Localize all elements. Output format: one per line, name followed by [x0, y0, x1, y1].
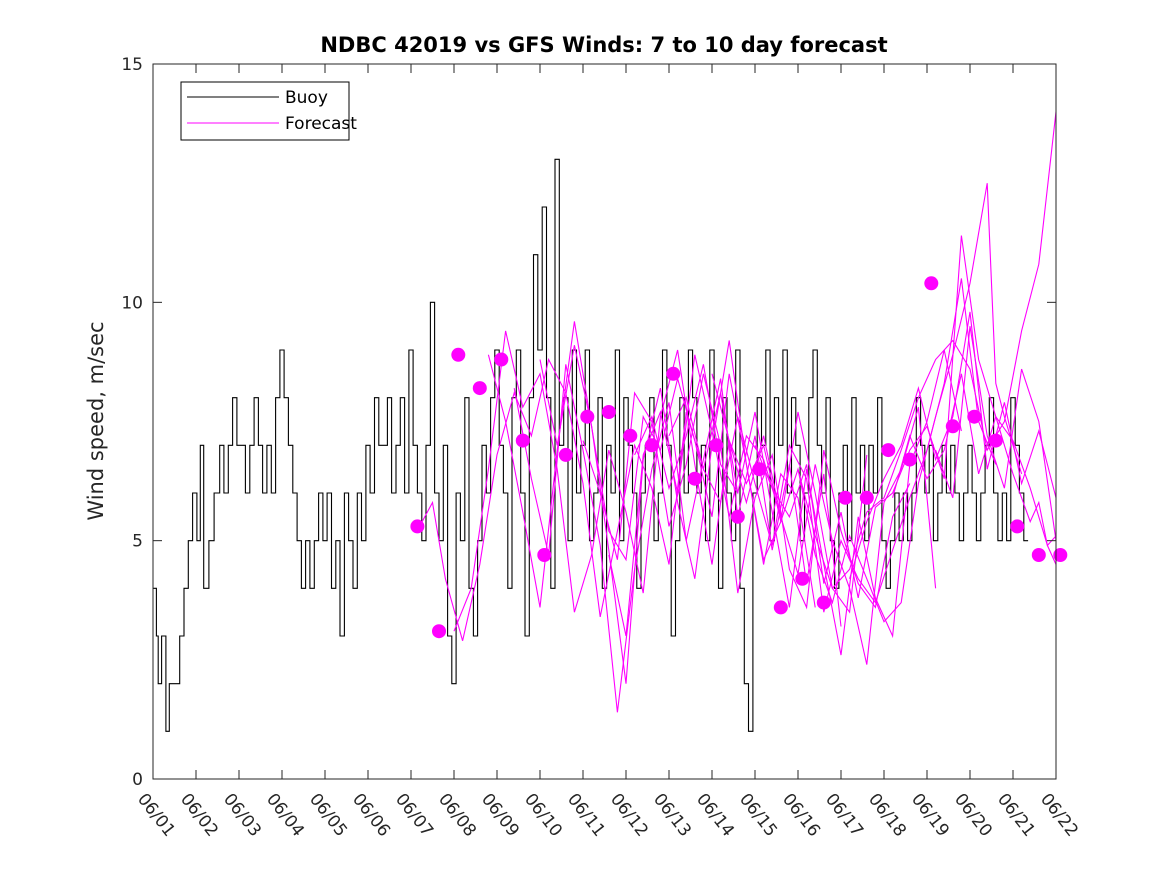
forecast-line-12 — [797, 109, 1056, 590]
forecast-layer — [419, 109, 1056, 713]
marker-layer — [410, 276, 1068, 639]
forecast-marker — [666, 366, 681, 381]
forecast-marker — [472, 381, 487, 396]
forecast-marker — [881, 443, 896, 458]
forecast-line-14 — [892, 373, 1056, 547]
forecast-marker — [451, 347, 466, 362]
forecast-marker — [967, 409, 982, 424]
forecast-marker — [709, 438, 724, 453]
forecast-line-13 — [849, 311, 1056, 579]
forecast-marker — [924, 276, 939, 291]
forecast-marker — [644, 438, 659, 453]
forecast-marker — [515, 433, 530, 448]
forecast-line-1 — [419, 357, 739, 641]
forecast-line-11 — [754, 235, 1056, 599]
y-tick-label: 15 — [121, 55, 143, 75]
axes-box — [152, 63, 1057, 780]
forecast-marker — [580, 409, 595, 424]
forecast-marker — [902, 452, 917, 467]
forecast-marker — [816, 595, 831, 610]
forecast-marker — [1010, 519, 1025, 534]
forecast-marker — [838, 490, 853, 505]
forecast-line-10 — [711, 183, 1023, 623]
forecast-marker — [410, 519, 425, 534]
forecast-marker — [795, 571, 810, 586]
forecast-marker — [1031, 548, 1046, 562]
forecast-marker — [1053, 548, 1068, 562]
legend: Buoy Forecast — [180, 81, 357, 141]
legend-buoy-label: Buoy — [285, 88, 328, 108]
y-tick-label: 5 — [132, 532, 143, 552]
forecast-line-8 — [634, 349, 962, 656]
forecast-marker — [988, 433, 1003, 448]
y-tick-label: 0 — [132, 770, 143, 790]
forecast-line-15 — [935, 326, 1056, 543]
forecast-marker — [537, 548, 552, 562]
forecast-marker — [494, 352, 509, 367]
forecast-marker — [859, 490, 874, 505]
forecast-marker — [687, 471, 702, 486]
legend-box — [180, 81, 350, 141]
y-tick-label: 10 — [121, 293, 143, 313]
forecast-marker — [601, 405, 616, 419]
forecast-marker — [432, 624, 446, 639]
forecast-marker — [773, 600, 788, 615]
plot-area — [153, 64, 1056, 779]
chart-title: NDBC 42019 vs GFS Winds: 7 to 10 day for… — [320, 33, 887, 57]
forecast-line-2 — [453, 330, 782, 632]
forecast-marker — [752, 462, 767, 477]
legend-forecast-label: Forecast — [285, 114, 357, 134]
forecast-marker — [558, 447, 573, 462]
forecast-marker — [945, 419, 960, 434]
forecast-marker — [730, 509, 745, 524]
y-axis-label: Wind speed, m/sec — [84, 321, 108, 520]
forecast-line-6 — [582, 373, 911, 610]
forecast-marker — [623, 428, 638, 443]
